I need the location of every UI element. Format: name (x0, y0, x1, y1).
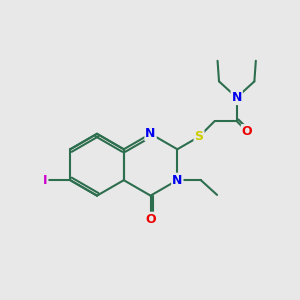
Text: N: N (232, 91, 242, 104)
Text: O: O (242, 125, 252, 138)
Text: N: N (146, 127, 156, 140)
Text: I: I (43, 174, 47, 187)
Text: N: N (172, 174, 182, 187)
Text: S: S (194, 130, 203, 143)
Text: O: O (145, 213, 156, 226)
